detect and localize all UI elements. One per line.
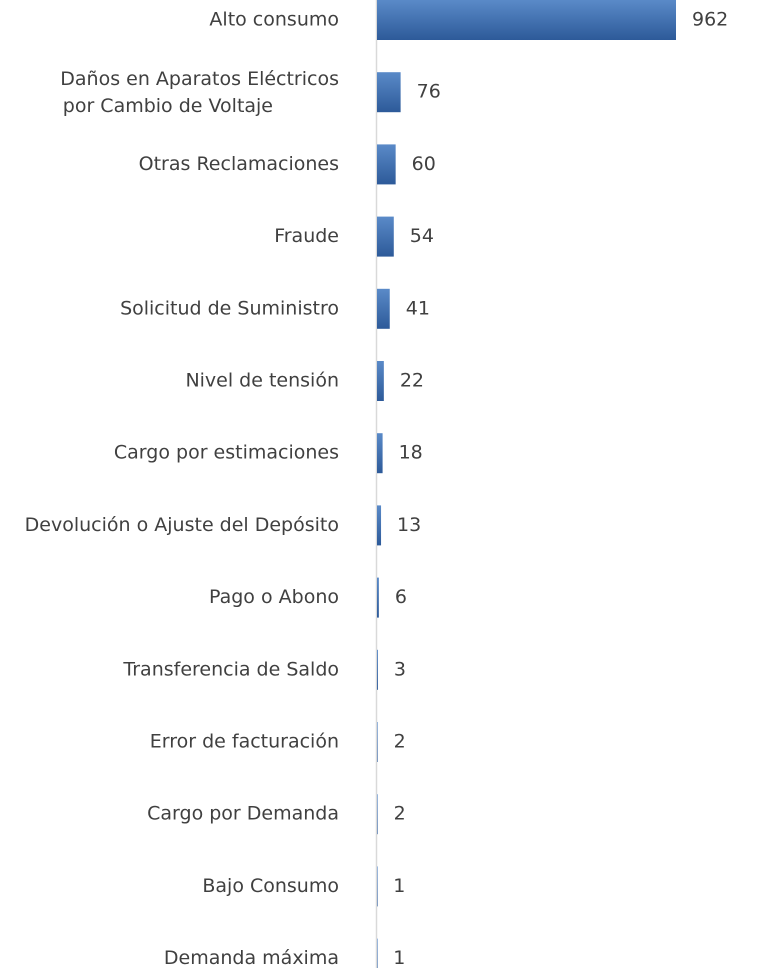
bar	[377, 72, 401, 113]
value-label: 41	[406, 297, 430, 319]
category-label: Bajo Consumo	[202, 875, 339, 897]
bar	[377, 433, 383, 474]
value-label: 76	[417, 81, 441, 103]
category-label: Nivel de tensión	[185, 370, 339, 392]
category-label: Solicitud de Suministro	[120, 297, 339, 319]
bar	[377, 361, 384, 401]
category-label: Otras Reclamaciones	[139, 153, 339, 175]
bar	[377, 649, 378, 690]
value-label: 1	[393, 947, 405, 968]
category-label: Pago o Abono	[209, 586, 339, 608]
value-label: 3	[394, 658, 406, 680]
category-label: Devolución o Ajuste del Depósito	[25, 514, 339, 536]
value-label: 60	[412, 153, 436, 175]
category-label: Error de facturación	[150, 731, 339, 753]
bar	[377, 144, 396, 185]
bar	[377, 288, 390, 329]
bar	[377, 577, 379, 618]
value-label: 2	[394, 731, 406, 753]
value-label: 54	[410, 225, 434, 247]
category-label: Cargo por estimaciones	[114, 442, 339, 464]
value-label: 13	[397, 514, 421, 536]
value-label: 962	[692, 9, 728, 31]
value-label: 18	[399, 442, 423, 464]
category-label: Cargo por Demanda	[147, 803, 339, 825]
bar	[377, 505, 382, 546]
category-label: Daños en Aparatos Eléctricos por Cambio d…	[60, 68, 339, 117]
value-label: 6	[395, 586, 407, 608]
category-label: Fraude	[274, 225, 339, 247]
category-label: Alto consumo	[209, 9, 339, 31]
bar	[377, 216, 394, 257]
bar	[377, 0, 676, 40]
category-label: Demanda máxima	[164, 947, 339, 968]
bar	[377, 722, 378, 762]
bar	[377, 794, 378, 835]
category-label: Transferencia de Saldo	[122, 658, 339, 680]
value-label: 22	[400, 370, 424, 392]
bar	[377, 938, 378, 968]
bar	[377, 866, 378, 907]
value-label: 2	[394, 803, 406, 825]
value-label: 1	[393, 875, 405, 897]
